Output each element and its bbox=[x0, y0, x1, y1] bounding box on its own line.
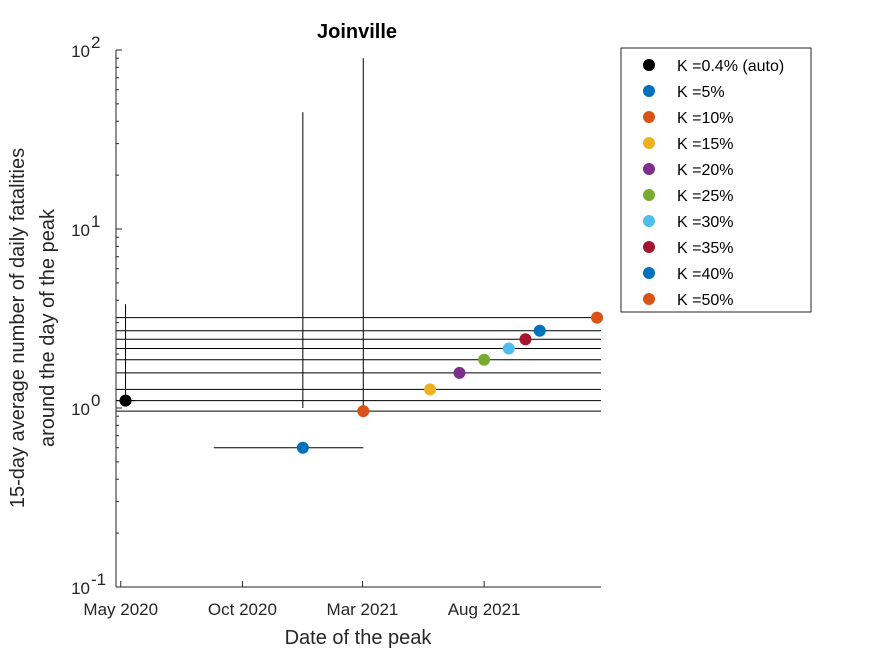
data-point bbox=[357, 405, 370, 418]
data-point bbox=[519, 333, 532, 346]
legend-marker bbox=[643, 293, 655, 305]
legend-marker bbox=[643, 267, 655, 279]
x-tick-label: May 2020 bbox=[83, 600, 158, 619]
y-tick-label: 10 bbox=[71, 579, 90, 598]
x-tick-label: Aug 2021 bbox=[448, 600, 521, 619]
legend-marker bbox=[643, 137, 655, 149]
data-point bbox=[296, 441, 309, 454]
y-tick-exponent: 0 bbox=[91, 391, 100, 410]
legend: K =0.4% (auto) K =5% K =10% K =15% K =20% K =… bbox=[620, 47, 812, 313]
legend-marker bbox=[643, 189, 655, 201]
data-point bbox=[591, 311, 604, 324]
data-point bbox=[453, 366, 466, 379]
data-point bbox=[502, 342, 515, 355]
data-point bbox=[119, 394, 132, 407]
legend-entry-label: K =30% bbox=[677, 214, 733, 231]
data-point bbox=[424, 383, 437, 396]
y-tick-label: 10 bbox=[71, 221, 90, 240]
y-tick-exponent: 2 bbox=[91, 33, 100, 52]
data-point bbox=[533, 324, 546, 337]
legend-entry-label: K =50% bbox=[677, 292, 733, 309]
legend-entry-label: K =35% bbox=[677, 240, 733, 257]
legend-marker bbox=[643, 85, 655, 97]
legend-entry-label: K =5% bbox=[677, 84, 725, 101]
data-point bbox=[478, 353, 491, 366]
y-axis-label: 15-day average number of daily fatalitie… bbox=[7, 148, 59, 508]
legend-entry-label: K =0.4% (auto) bbox=[677, 58, 784, 75]
y-tick-exponent: 1 bbox=[91, 212, 100, 231]
legend-marker bbox=[643, 241, 655, 253]
x-tick-label: Mar 2021 bbox=[327, 600, 399, 619]
legend-entry-label: K =25% bbox=[677, 188, 733, 205]
y-tick-label: 10 bbox=[71, 400, 90, 419]
plot-area bbox=[116, 58, 604, 454]
legend-marker bbox=[643, 111, 655, 123]
legend-marker bbox=[643, 163, 655, 175]
y-tick-label: 10 bbox=[71, 42, 90, 61]
legend-marker bbox=[643, 59, 655, 71]
x-tick-label: Oct 2020 bbox=[208, 600, 277, 619]
legend-entry-label: K =10% bbox=[677, 110, 733, 127]
legend-entry-label: K =15% bbox=[677, 136, 733, 153]
chart-title: Joinville bbox=[317, 21, 397, 43]
legend-marker bbox=[643, 215, 655, 227]
x-axis-label: Date of the peak bbox=[285, 627, 433, 649]
y-tick-exponent: -1 bbox=[91, 570, 106, 589]
legend-entry-label: K =20% bbox=[677, 162, 733, 179]
legend-entry-label: K =40% bbox=[677, 266, 733, 283]
y-axis-label-line-1: 15-day average number of daily fatalitie… bbox=[7, 148, 29, 508]
y-axis-label-line-2: around the day of the peak bbox=[37, 208, 59, 447]
